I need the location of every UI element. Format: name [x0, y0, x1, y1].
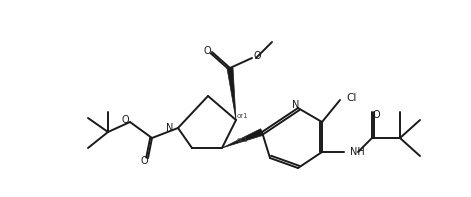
Text: or1: or1 — [236, 137, 248, 143]
Text: O: O — [372, 110, 380, 120]
Text: or1: or1 — [236, 113, 248, 119]
Text: N: N — [292, 100, 300, 110]
Text: O: O — [140, 156, 148, 166]
Text: O: O — [253, 51, 261, 61]
Text: Cl: Cl — [346, 93, 357, 103]
Polygon shape — [222, 129, 263, 148]
Text: NH: NH — [350, 147, 365, 157]
Text: O: O — [121, 115, 129, 125]
Text: O: O — [203, 46, 211, 56]
Polygon shape — [227, 68, 236, 120]
Text: N: N — [166, 123, 173, 133]
